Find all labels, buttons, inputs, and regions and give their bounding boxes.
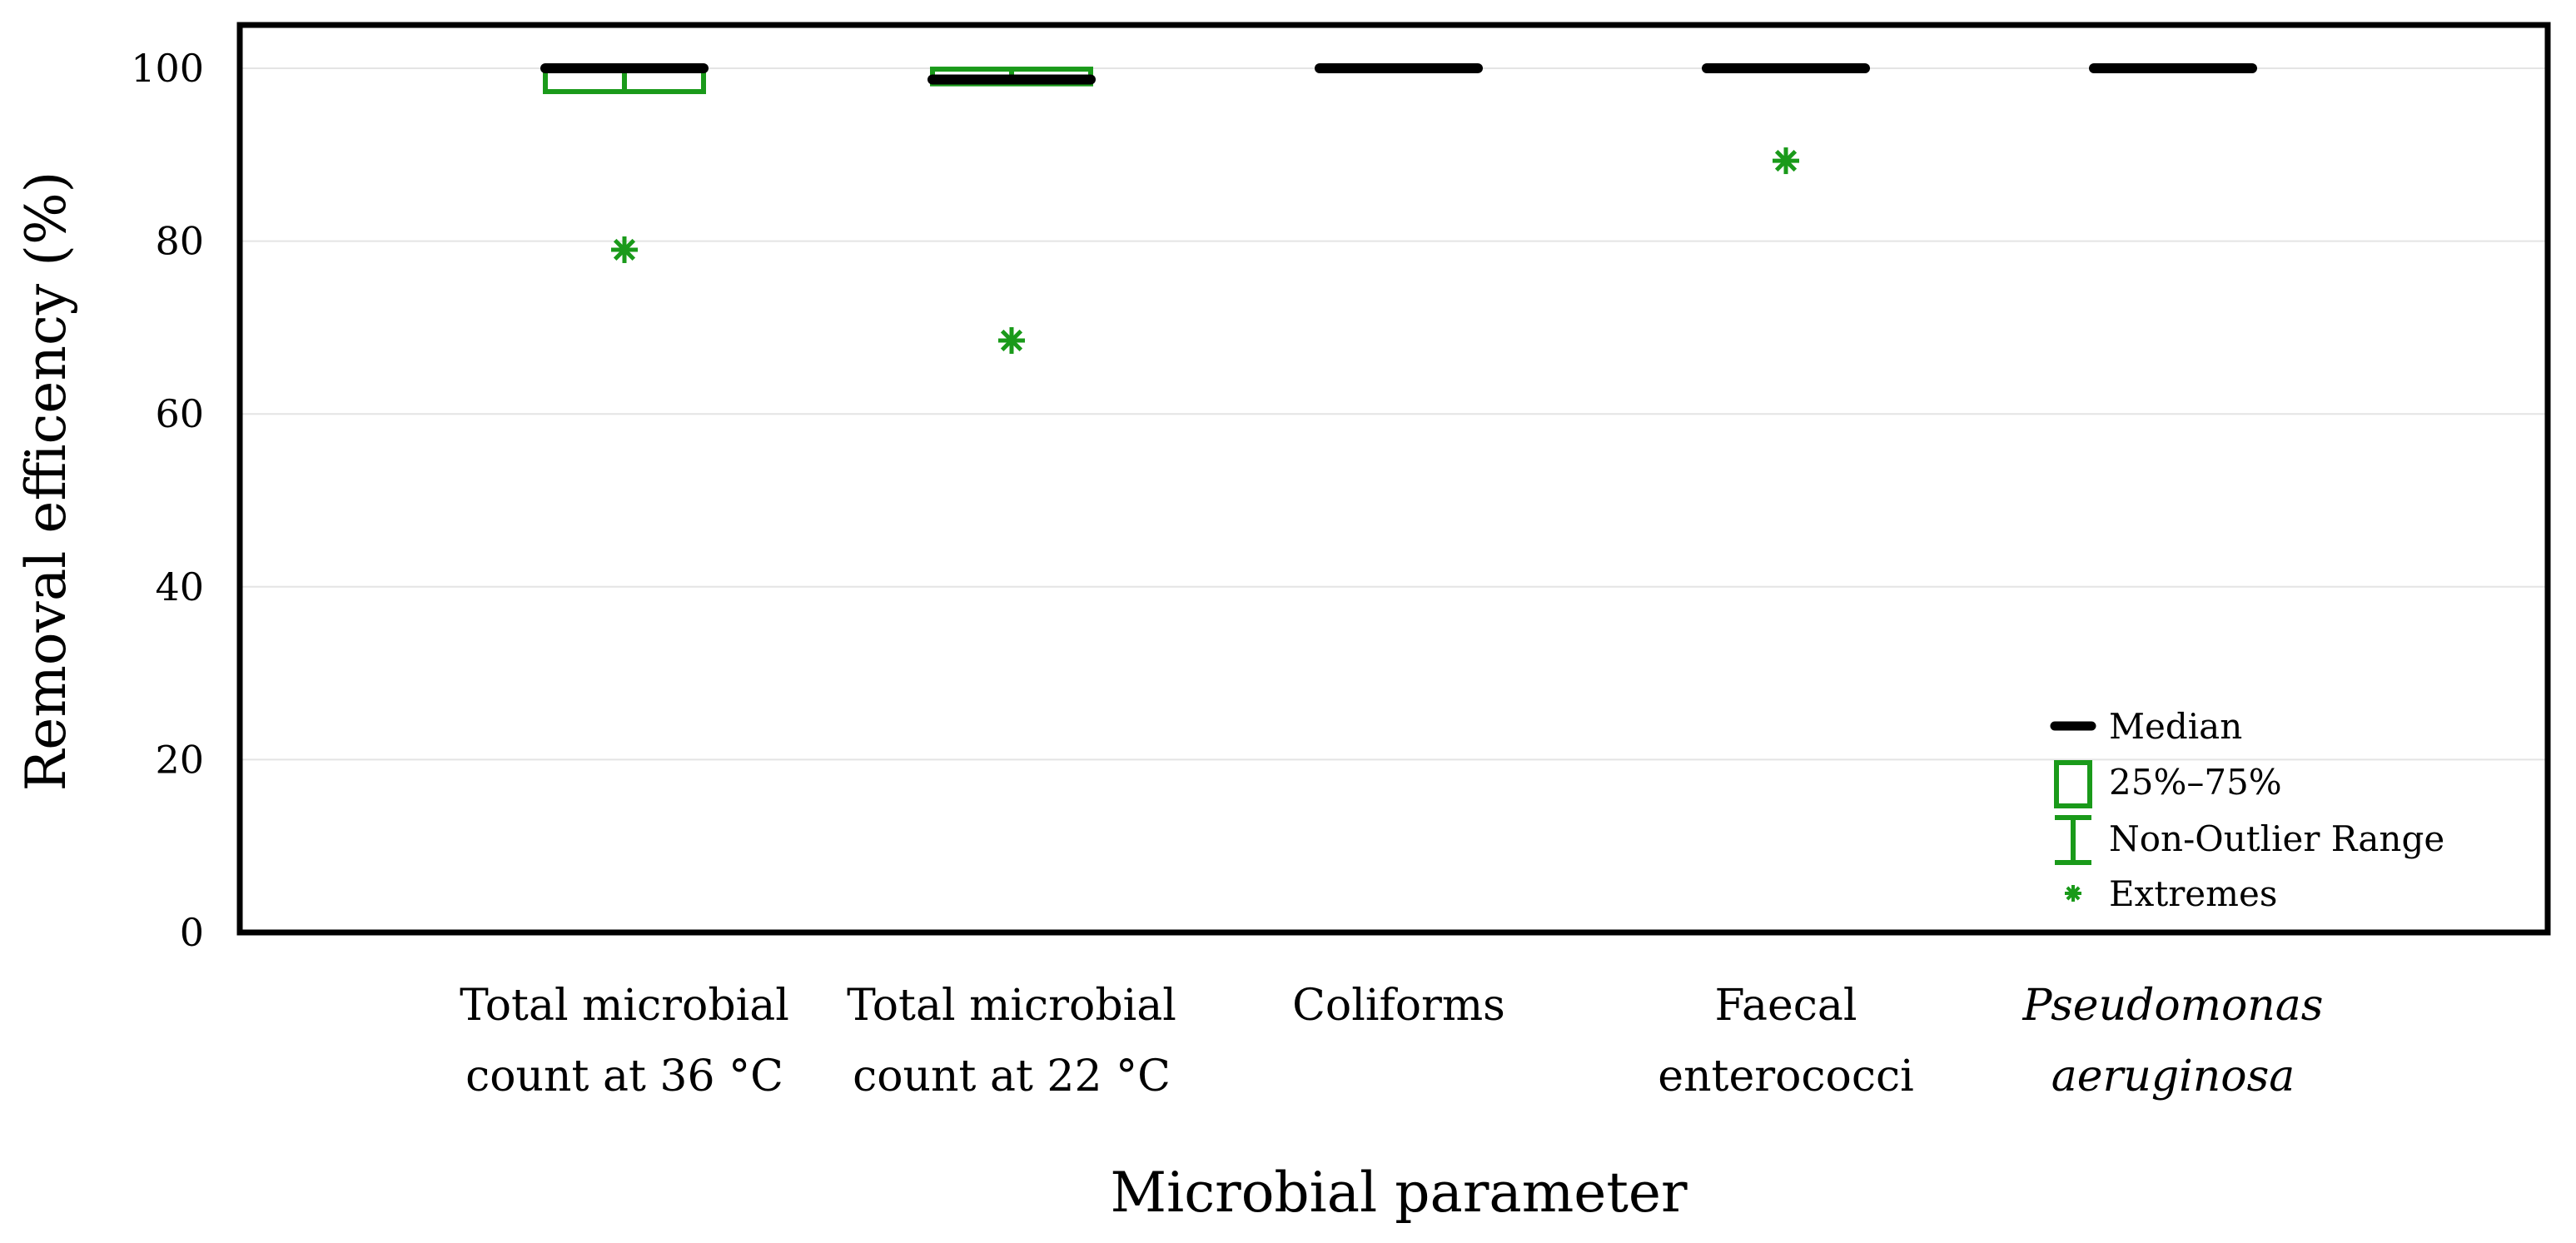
box-series — [540, 63, 2257, 95]
extreme-point-1-1 — [611, 236, 638, 263]
extreme-point-4-1-stroke-3 — [1774, 149, 1798, 172]
legend: Median 25%–75% Non-Outlier Range Extreme… — [2050, 706, 2444, 914]
extreme-point-2-1 — [998, 326, 1025, 354]
y-tick-label-20: 20 — [155, 737, 204, 782]
x-category-label-4-line2: enterococci — [1658, 1052, 1913, 1101]
y-tick-label-40: 40 — [155, 564, 204, 609]
plot-frame — [236, 22, 2551, 936]
extreme-markers — [611, 147, 1799, 354]
legend-box-label: 25%–75% — [2109, 762, 2282, 803]
legend-extreme-label: Extremes — [2109, 873, 2277, 914]
legend-extreme-star-stroke-3 — [2066, 886, 2081, 901]
x-category-label-5-line2: aeruginosa — [2051, 1052, 2295, 1101]
x-category-label-4-line1: Faecal — [1714, 981, 1857, 1031]
legend-whisker-label: Non-Outlier Range — [2109, 818, 2444, 859]
y-axis-ticks: 0 20 40 60 80 100 — [131, 46, 204, 955]
legend-median-label: Median — [2109, 706, 2242, 747]
legend-box-swatch — [2054, 760, 2092, 808]
y-tick-label-0: 0 — [180, 910, 204, 955]
y-tick-label-100: 100 — [131, 46, 204, 91]
legend-whisker-swatch — [2055, 815, 2091, 865]
gridlines — [240, 67, 2548, 761]
y-tick-label-60: 60 — [155, 391, 204, 436]
legend-extreme-star — [2065, 885, 2081, 902]
x-category-label-3-line1: Coliforms — [1292, 981, 1505, 1031]
y-axis-title: Removal efficency (%) — [14, 172, 78, 792]
extreme-point-4-1 — [1773, 147, 1799, 175]
x-category-label-1-line1: Total microbial — [460, 981, 789, 1031]
legend-extreme-swatch — [2065, 885, 2081, 902]
x-category-label-2-line2: count at 22 °C — [853, 1052, 1171, 1101]
extreme-point-1-1-stroke-3 — [613, 238, 636, 261]
extreme-point-2-1-stroke-3 — [1000, 329, 1023, 352]
x-category-label-1-line2: count at 36 °C — [465, 1052, 783, 1101]
x-category-label-5-line1: Pseudomonas — [2022, 981, 2324, 1031]
box-group-2 — [927, 67, 1096, 87]
box-group-1 — [540, 63, 709, 95]
y-tick-label-80: 80 — [155, 219, 204, 264]
x-axis-title: Microbial parameter — [1111, 1161, 1688, 1225]
x-category-label-2-line1: Total microbial — [847, 981, 1176, 1031]
x-axis-categories: Total microbial count at 36 °C Total micro… — [460, 981, 2323, 1101]
